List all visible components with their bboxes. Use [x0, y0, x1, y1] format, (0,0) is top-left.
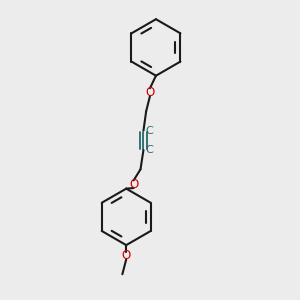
Text: O: O [122, 249, 131, 262]
Text: C: C [145, 145, 153, 155]
Text: O: O [129, 178, 138, 191]
Text: C: C [145, 126, 153, 136]
Text: O: O [146, 85, 154, 98]
